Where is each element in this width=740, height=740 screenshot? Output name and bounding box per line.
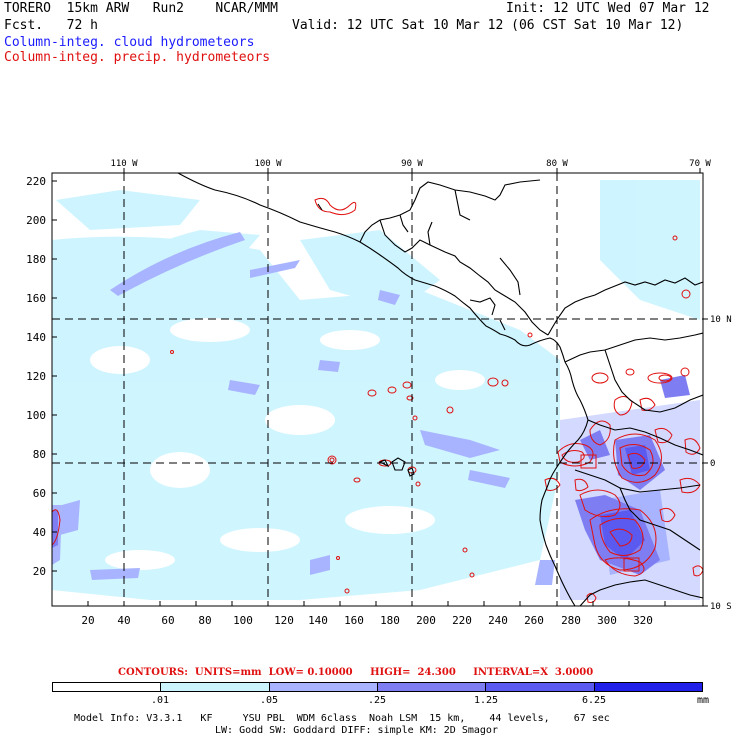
color-bin <box>377 683 487 691</box>
x-label: 240 <box>488 614 508 627</box>
x-label: 40 <box>117 614 130 627</box>
right-ticks <box>703 318 708 607</box>
x-label: 120 <box>274 614 294 627</box>
lon-label-80w: 80 W <box>546 159 568 169</box>
left-ticks <box>52 180 57 572</box>
y-label: 20 <box>33 565 46 578</box>
precip-contours <box>52 197 703 603</box>
model-physics: LW: Godd SW: Goddard DIFF: simple KM: 2D… <box>215 725 498 736</box>
bottom-x-labels: 20 40 60 80 100 120 140 160 180 200 220 … <box>81 614 653 627</box>
model-title: TORERO 15km ARW Run2 NCAR/MMM <box>4 1 278 16</box>
valid-time: Valid: 12 UTC Sat 10 Mar 12 (06 CST Sat … <box>292 18 684 33</box>
contour-high: HIGH= 24.300 <box>370 667 456 678</box>
y-label: 160 <box>26 292 46 305</box>
color-bin <box>53 683 162 691</box>
x-label: 260 <box>524 614 544 627</box>
lon-label-100w: 100 W <box>254 159 282 169</box>
colorbar-label: .25 <box>367 695 387 706</box>
y-label: 120 <box>26 370 46 383</box>
colorbar-unit: mm <box>696 695 710 706</box>
y-label: 60 <box>33 487 46 500</box>
precip-field-label: Column-integ. precip. hydrometeors <box>4 50 271 65</box>
color-scale-bar <box>52 682 703 692</box>
lat-label-10s: 10 S <box>710 602 732 612</box>
top-ticks <box>123 168 701 173</box>
forecast-hour: Fcst. 72 h <box>4 18 98 33</box>
model-info: Model Info: V3.3.1 KF YSU PBL WDM 6class… <box>74 713 610 724</box>
y-label: 40 <box>33 526 46 539</box>
x-label: 220 <box>452 614 472 627</box>
cloud-field-label: Column-integ. cloud hydrometeors <box>4 35 255 50</box>
lat-lon-grid <box>52 173 703 606</box>
right-lat-labels: 10 N 0 10 S <box>710 315 732 612</box>
y-label: 140 <box>26 331 46 344</box>
y-label: 80 <box>33 448 46 461</box>
init-time: Init: 12 UTC Wed 07 Mar 12 <box>506 1 710 16</box>
x-label: 320 <box>633 614 653 627</box>
map-area <box>52 173 703 606</box>
lat-label-10n: 10 N <box>710 315 732 325</box>
y-label: 180 <box>26 253 46 266</box>
lon-label-90w: 90 W <box>401 159 423 169</box>
colorbar-label: 1.25 <box>473 695 499 706</box>
x-label: 160 <box>344 614 364 627</box>
cloud-shading-dark <box>600 445 650 560</box>
bottom-ticks <box>87 601 666 606</box>
x-label: 180 <box>380 614 400 627</box>
color-bin <box>161 683 270 691</box>
left-y-labels: 220 200 180 160 140 120 100 80 60 40 20 <box>26 175 46 578</box>
lon-label-110w: 110 W <box>110 159 138 169</box>
lon-label-70w: 70 W <box>689 159 711 169</box>
coastlines <box>177 173 703 606</box>
colorbar-label: .01 <box>150 695 170 706</box>
x-label: 100 <box>233 614 253 627</box>
y-label: 220 <box>26 175 46 188</box>
x-label: 200 <box>416 614 436 627</box>
y-label: 200 <box>26 214 46 227</box>
x-label: 140 <box>308 614 328 627</box>
color-bin <box>594 683 702 691</box>
contour-interval: INTERVAL=X 3.0000 <box>473 667 594 678</box>
top-lon-labels: 110 W 100 W 90 W 80 W 70 W <box>110 159 711 169</box>
color-bin <box>486 683 595 691</box>
x-label: 20 <box>81 614 94 627</box>
x-label: 60 <box>161 614 174 627</box>
x-label: 80 <box>198 614 211 627</box>
y-label: 100 <box>26 409 46 422</box>
x-label: 280 <box>561 614 581 627</box>
lat-label-0: 0 <box>710 459 715 469</box>
x-label: 300 <box>597 614 617 627</box>
station-markers <box>580 454 640 572</box>
contour-units: CONTOURS: UNITS=mm LOW= 0.10000 <box>118 667 353 678</box>
color-bin <box>269 683 378 691</box>
contour-info: CONTOURS: UNITS=mm LOW= 0.10000 HIGH= 24… <box>118 667 593 678</box>
colorbar-label: 6.25 <box>581 695 607 706</box>
colorbar-label: .05 <box>259 695 279 706</box>
